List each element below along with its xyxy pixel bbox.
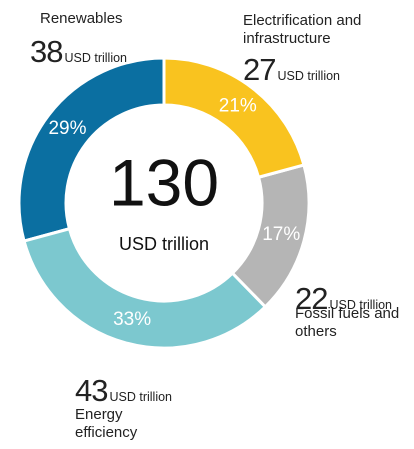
donut-segment [22, 226, 268, 350]
donut-segment [17, 56, 166, 243]
category-label: Energy efficiency [75, 406, 138, 441]
value-number: 43 [75, 373, 108, 408]
total-unit: USD trillion [119, 234, 209, 254]
value-label: 38 USD trillion [30, 36, 127, 68]
value-unit: USD trillion [64, 51, 127, 65]
category-label: Electrification and infrastructure [243, 12, 362, 47]
category-label: Fossil fuels and others [295, 305, 400, 340]
total: 130 [109, 145, 219, 219]
value-unit: USD trillion [277, 69, 340, 83]
donut-segment [162, 56, 306, 180]
value-label: 27 USD trillion [243, 54, 340, 86]
donut-segment [230, 163, 311, 309]
value-unit: USD trillion [329, 298, 392, 312]
value-number: 27 [243, 52, 276, 87]
share-label: 21% [219, 95, 257, 116]
value-unit: USD trillion [109, 390, 172, 404]
value-label: 22 USD trillion [295, 283, 392, 315]
value-number: 22 [295, 281, 328, 316]
share-label: 33% [113, 309, 151, 330]
value-number: 38 [30, 34, 63, 69]
category-label: Renewables [40, 10, 123, 27]
value-label: 43 USD trillion [75, 375, 172, 407]
share-label: 17% [262, 224, 300, 245]
share-label: 29% [48, 118, 86, 139]
